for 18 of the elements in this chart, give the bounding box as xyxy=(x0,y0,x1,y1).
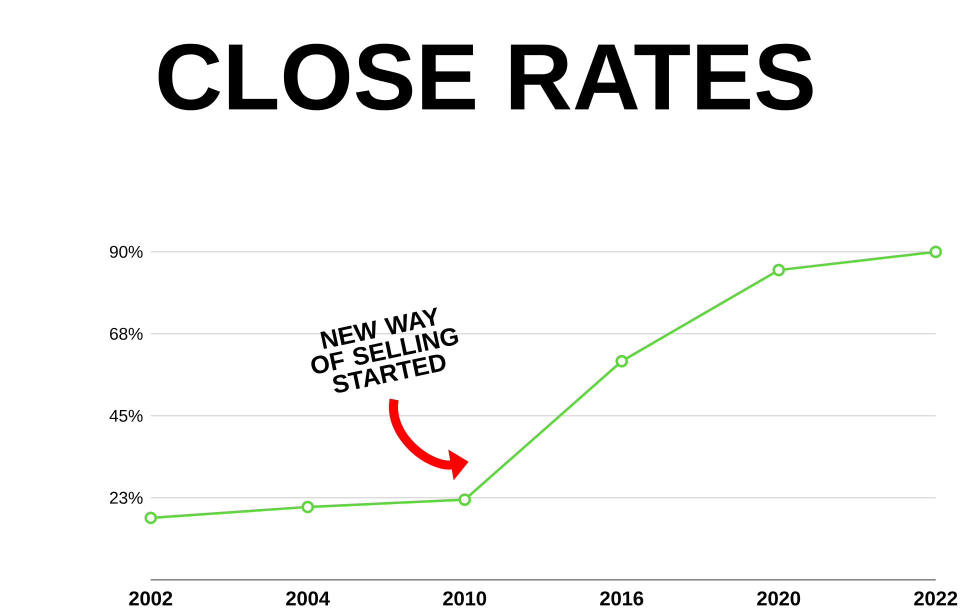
y-tick-label: 23% xyxy=(110,492,143,504)
point xyxy=(772,264,785,276)
x-tick-label: 2002 xyxy=(129,591,172,606)
y-tick-label: 90% xyxy=(110,246,143,258)
point xyxy=(144,512,157,524)
point xyxy=(929,246,942,258)
y-tick-label: 68% xyxy=(110,328,143,340)
y-tick-label: 45% xyxy=(110,410,143,422)
x-tick-label: 2004 xyxy=(286,591,330,606)
point xyxy=(458,493,471,506)
x-tick-label: 2016 xyxy=(600,591,644,606)
x-tick-label: 2010 xyxy=(443,591,486,606)
x-tick-label: 2020 xyxy=(757,591,800,606)
point xyxy=(615,354,628,368)
annotation: NEW WAY OF SELLING STARTED xyxy=(311,307,458,393)
x-tick-label: 2022 xyxy=(914,591,958,606)
point xyxy=(301,500,314,514)
chart-title: CLOSE RATES xyxy=(158,44,813,110)
